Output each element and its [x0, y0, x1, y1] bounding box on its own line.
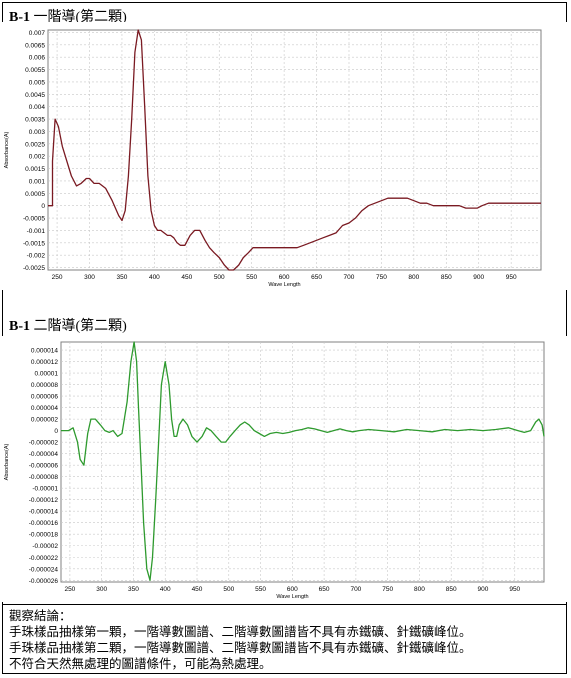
- chart1-header: B-1 一階導(第二顆): [9, 6, 127, 26]
- x-tick-label: 550: [246, 274, 257, 281]
- y-tick-label: -0.000024: [29, 566, 59, 573]
- y-tick-label: -0.000016: [29, 520, 59, 527]
- y-tick-label: -0.000018: [29, 532, 59, 539]
- y-tick-label: 0.005: [29, 79, 46, 86]
- y-tick-label: -0.000002: [29, 440, 59, 447]
- x-tick-label: 950: [509, 586, 520, 593]
- chart2-header: B-1 二階導(第二顆): [9, 315, 127, 335]
- x-tick-label: 250: [52, 274, 63, 281]
- first-derivative-chart: 0.007 0.0065 0.006 0.0055 0.005 0.0045 0.004 0.…: [2, 22, 567, 290]
- y-tick-label: -0.000026: [29, 578, 59, 585]
- x-tick-label: 300: [96, 586, 107, 593]
- x-tick-label: 750: [382, 586, 393, 593]
- x-tick-label: 800: [408, 274, 419, 281]
- x-tick-label: 800: [414, 586, 425, 593]
- y-tick-label: -0.001: [27, 228, 46, 235]
- y-tick-label: -0.000006: [29, 463, 59, 470]
- y-tick-label: -0.000004: [29, 451, 59, 458]
- y-tick-label: 0.000002: [31, 417, 58, 424]
- x-tick-label: 850: [446, 586, 457, 593]
- x-tick-label: 900: [478, 586, 489, 593]
- x-tick-label: 650: [311, 274, 322, 281]
- y-tick-label: 0.000008: [31, 382, 58, 389]
- y-tick-label: 0.0015: [25, 166, 45, 173]
- y-tick-label: 0.007: [29, 30, 46, 37]
- x-tick-label: 450: [192, 586, 203, 593]
- y-tick-label: 0.002: [29, 154, 46, 161]
- y-tick-label: 0.001: [29, 178, 46, 185]
- y-tick-label: -0.002: [27, 253, 46, 260]
- x-tick-label: 500: [223, 586, 234, 593]
- x-tick-label: 550: [255, 586, 266, 593]
- x-axis-label: Wave Length: [268, 282, 300, 288]
- y-tick-label: 0.0045: [25, 92, 45, 99]
- x-tick-label: 300: [84, 274, 95, 281]
- conclusion-heading: 觀察結論：: [9, 609, 72, 623]
- y-tick-label: 0.000014: [31, 348, 58, 355]
- x-tick-label: 500: [214, 274, 225, 281]
- y-tick-label: 0.0055: [25, 67, 45, 74]
- chart2-code: B-1: [9, 319, 30, 334]
- conclusion-block: 觀察結論： 手珠樣品抽樣第一顆，一階導數圖譜、二階導數圖譜皆不具有赤鐵礦、針鐵礦…: [9, 608, 472, 672]
- series-line: [48, 29, 541, 271]
- x-tick-label: 700: [350, 586, 361, 593]
- y-tick-label: 0: [41, 203, 45, 210]
- x-tick-label: 600: [279, 274, 290, 281]
- y-axis-label: Absorbance(A): [4, 131, 10, 168]
- y-tick-label: -0.0005: [23, 216, 45, 223]
- x-tick-label: 350: [128, 586, 139, 593]
- chart1-code: B-1: [9, 10, 30, 25]
- x-axis-label: Wave Length: [276, 594, 308, 600]
- x-tick-label: 650: [319, 586, 330, 593]
- x-tick-label: 750: [376, 274, 387, 281]
- series-line: [61, 341, 545, 581]
- y-tick-label: -0.0015: [23, 240, 45, 247]
- y-tick-label: 0.006: [29, 55, 46, 62]
- y-tick-label: 0.000006: [31, 394, 58, 401]
- y-tick-label: 0.0025: [25, 141, 45, 148]
- y-tick-label: 0.0065: [25, 42, 45, 49]
- y-tick-label: -0.000022: [29, 555, 59, 562]
- plot-area: [47, 29, 542, 271]
- y-tick-label: -0.000014: [29, 509, 59, 516]
- x-tick-label: 450: [181, 274, 192, 281]
- y-axis-label: Absorbance(A): [4, 443, 10, 480]
- x-tick-label: 350: [117, 274, 128, 281]
- y-tick-label: 0.003: [29, 129, 46, 136]
- conclusion-line: 手珠樣品抽樣第一顆，一階導數圖譜、二階導數圖譜皆不具有赤鐵礦、針鐵礦峰位。: [9, 625, 472, 639]
- chart2-title: 二階導(第二顆): [33, 319, 127, 334]
- y-tick-label: -0.000012: [29, 497, 59, 504]
- x-tick-label: 950: [506, 274, 517, 281]
- x-tick-label: 600: [287, 586, 298, 593]
- y-tick-label: -0.000008: [29, 474, 59, 481]
- x-tick-label: 700: [344, 274, 355, 281]
- y-tick-label: 0.0035: [25, 117, 45, 124]
- x-tick-label: 400: [160, 586, 171, 593]
- x-tick-label: 400: [149, 274, 160, 281]
- conclusion-line: 不符合天然無處理的圖譜條件，可能為熱處理。: [9, 657, 272, 671]
- y-tick-label: -0.0025: [23, 265, 45, 272]
- second-derivative-chart: 0.000014 0.000012 0.00001 0.000008 0.000006 0…: [2, 336, 567, 602]
- y-tick-label: 0.004: [29, 104, 46, 111]
- x-tick-label: 250: [64, 586, 75, 593]
- conclusion-line: 手珠樣品抽樣第二顆，一階導數圖譜、二階導數圖譜皆不具有赤鐵礦、針鐵礦峰位。: [9, 641, 472, 655]
- y-tick-label: -0.00002: [32, 543, 58, 550]
- y-tick-label: -0.00001: [32, 486, 58, 493]
- y-tick-label: 0.0005: [25, 191, 45, 198]
- chart1-title: 一階導(第二顆): [33, 10, 127, 25]
- y-tick-label: 0.00001: [35, 371, 59, 378]
- x-tick-label: 900: [473, 274, 484, 281]
- y-tick-label: 0.000004: [31, 405, 58, 412]
- y-tick-label: 0.000012: [31, 359, 58, 366]
- x-tick-label: 850: [441, 274, 452, 281]
- y-tick-label: 0: [54, 428, 58, 435]
- section-divider: [2, 604, 567, 605]
